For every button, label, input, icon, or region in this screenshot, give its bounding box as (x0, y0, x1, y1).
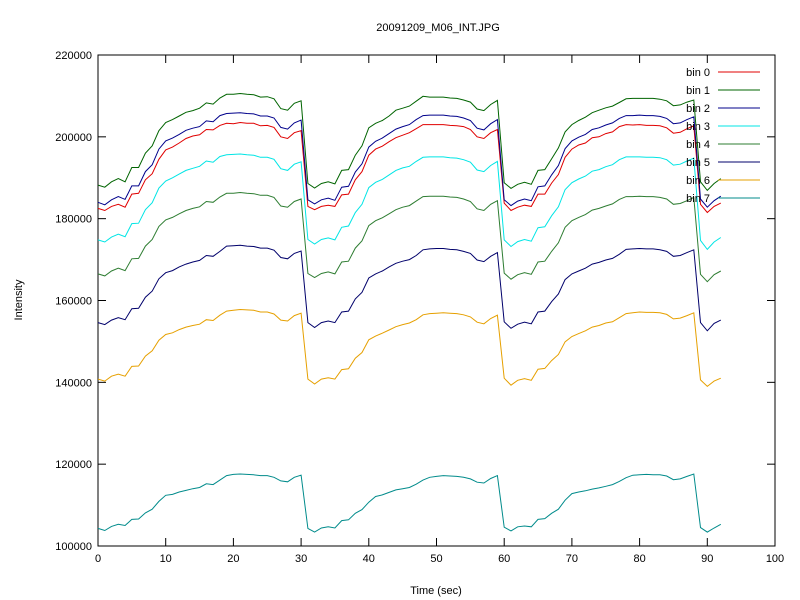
legend-label: bin 4 (686, 139, 710, 151)
legend-label: bin 0 (686, 67, 710, 79)
series-line-bin-4 (97, 191, 722, 283)
series-line-bin-3 (97, 153, 722, 251)
plot-frame (97, 54, 776, 547)
series-line-bin-5 (97, 244, 722, 332)
legend-label: bin 7 (686, 193, 710, 205)
series-line-bin-7 (97, 473, 722, 533)
x-tick-label: 40 (363, 553, 375, 565)
y-tick-label: 120000 (55, 459, 92, 471)
y-tick-label: 100000 (55, 541, 92, 553)
x-tick-label: 10 (160, 553, 172, 565)
y-tick-label: 220000 (55, 50, 92, 62)
y-axis: 100000 120000 140000 160000 180000 200000 2200… (55, 50, 775, 553)
chart-title: 20091209_M06_INT.JPG (376, 22, 500, 34)
legend-label: bin 5 (686, 157, 710, 169)
y-axis-title: Intensity (13, 279, 25, 320)
y-tick-label: 200000 (55, 132, 92, 144)
x-tick-label: 30 (295, 553, 307, 565)
x-tick-label: 100 (766, 553, 784, 565)
x-tick-label: 20 (227, 553, 239, 565)
x-axis: 0 10 20 30 40 50 60 70 80 90 100 (95, 55, 784, 565)
x-tick-label: 70 (566, 553, 578, 565)
x-tick-label: 80 (633, 553, 645, 565)
y-tick-label: 160000 (55, 296, 92, 308)
legend-label: bin 6 (686, 175, 710, 187)
legend-label: bin 3 (686, 121, 710, 133)
x-tick-label: 50 (430, 553, 442, 565)
legend-label: bin 1 (686, 85, 710, 97)
series-line-bin-0 (97, 121, 722, 214)
legend: bin 0 bin 1 bin 2 bin 3 bin 4 bin 5 bin 6 bin 7 (686, 67, 760, 205)
series-line-bin-1 (97, 92, 722, 192)
series-layer (97, 92, 722, 533)
x-tick-label: 60 (498, 553, 510, 565)
x-tick-label: 90 (701, 553, 713, 565)
x-tick-label: 0 (95, 553, 101, 565)
x-axis-title: Time (sec) (410, 585, 462, 597)
legend-label: bin 2 (686, 103, 710, 115)
series-line-bin-2 (97, 112, 722, 208)
y-tick-label: 140000 (55, 377, 92, 389)
y-tick-label: 180000 (55, 214, 92, 226)
series-line-bin-6 (97, 308, 721, 388)
